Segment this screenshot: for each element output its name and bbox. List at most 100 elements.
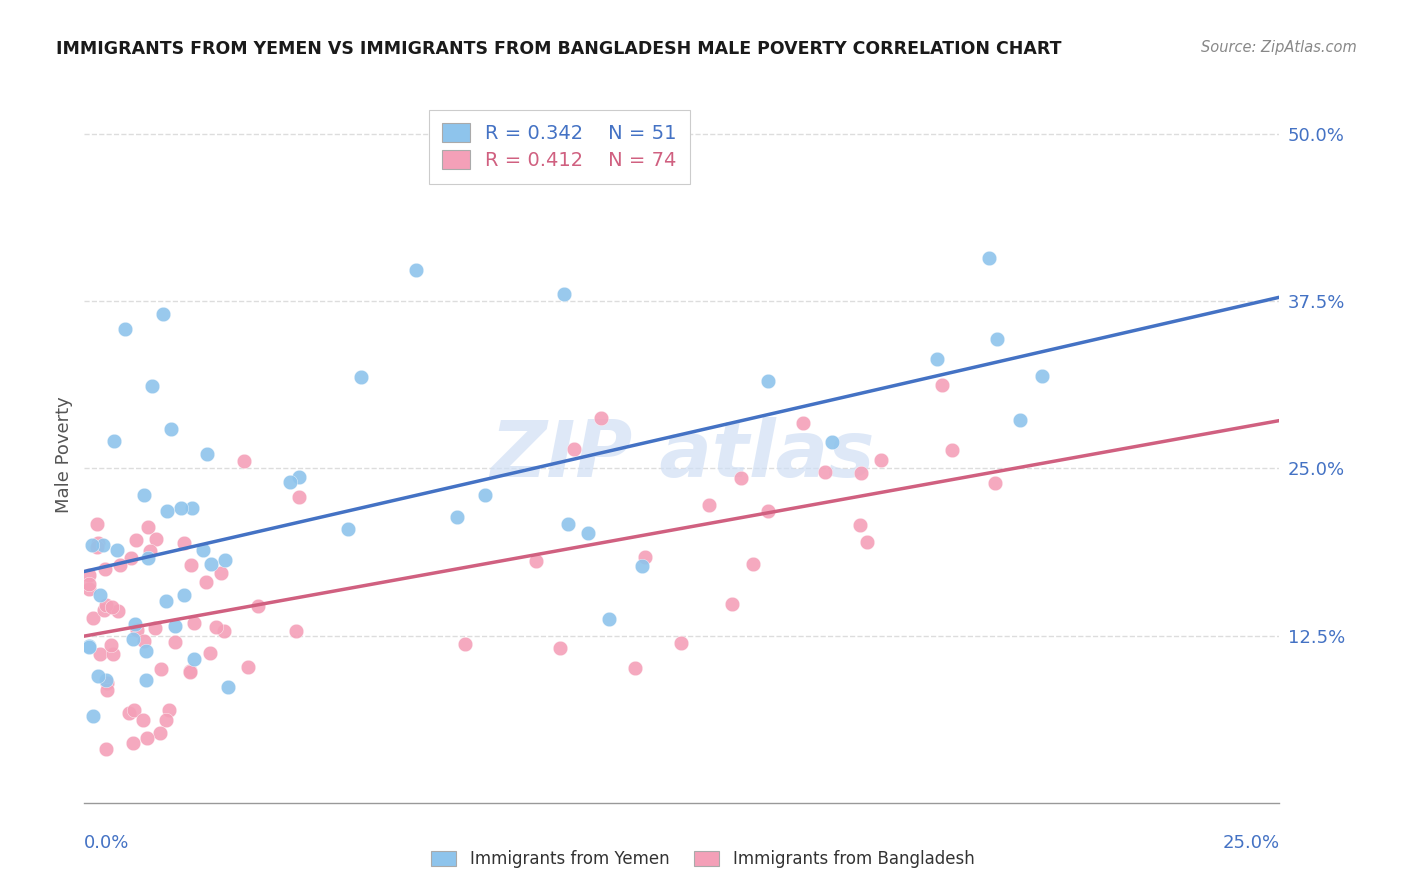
Point bbox=[183, 652, 205, 666]
Point bbox=[669, 636, 692, 650]
Point bbox=[193, 542, 215, 557]
Point bbox=[792, 416, 814, 430]
Point bbox=[89, 588, 111, 602]
Point bbox=[118, 706, 141, 720]
Point bbox=[925, 351, 948, 366]
Point bbox=[548, 640, 571, 655]
Point bbox=[156, 503, 179, 517]
Point bbox=[236, 659, 259, 673]
Point bbox=[86, 516, 108, 531]
Point bbox=[107, 543, 129, 558]
Point bbox=[124, 616, 146, 631]
Point bbox=[132, 634, 155, 648]
Point bbox=[103, 434, 125, 449]
Point bbox=[87, 536, 110, 550]
Point bbox=[526, 554, 548, 568]
Point bbox=[79, 577, 101, 591]
Point bbox=[94, 742, 117, 756]
Point bbox=[163, 619, 186, 633]
Point bbox=[155, 593, 177, 607]
Point bbox=[454, 637, 477, 651]
Point bbox=[474, 487, 496, 501]
Point bbox=[179, 665, 201, 679]
Point bbox=[132, 488, 155, 502]
Point bbox=[86, 669, 108, 683]
Point bbox=[721, 597, 744, 611]
Point bbox=[159, 422, 181, 436]
Point bbox=[77, 582, 100, 596]
Point bbox=[209, 566, 232, 581]
Point bbox=[152, 307, 174, 321]
Point bbox=[122, 632, 145, 646]
Point bbox=[337, 522, 360, 536]
Point bbox=[96, 676, 118, 690]
Point bbox=[132, 713, 155, 727]
Point bbox=[634, 550, 657, 565]
Point bbox=[870, 452, 893, 467]
Point bbox=[821, 434, 844, 449]
Text: 0.0%: 0.0% bbox=[84, 834, 129, 852]
Point bbox=[135, 644, 157, 658]
Point bbox=[758, 374, 780, 388]
Point bbox=[82, 539, 104, 553]
Point bbox=[93, 603, 115, 617]
Point bbox=[855, 534, 877, 549]
Point bbox=[591, 411, 613, 425]
Point bbox=[697, 498, 720, 512]
Point bbox=[181, 501, 204, 516]
Point bbox=[96, 598, 118, 612]
Point bbox=[149, 726, 172, 740]
Point bbox=[405, 263, 427, 277]
Point bbox=[278, 475, 301, 489]
Point bbox=[150, 662, 173, 676]
Point bbox=[122, 703, 145, 717]
Point bbox=[96, 682, 118, 697]
Point bbox=[114, 322, 136, 336]
Point bbox=[94, 562, 117, 576]
Point bbox=[1031, 369, 1053, 384]
Point bbox=[77, 640, 100, 655]
Point bbox=[180, 558, 202, 572]
Point bbox=[941, 443, 963, 458]
Point bbox=[179, 664, 201, 678]
Point bbox=[165, 635, 187, 649]
Point bbox=[125, 624, 148, 638]
Point bbox=[138, 544, 160, 558]
Point bbox=[246, 599, 269, 614]
Point bbox=[288, 490, 311, 504]
Point bbox=[813, 466, 835, 480]
Point bbox=[183, 616, 205, 631]
Point bbox=[350, 370, 373, 384]
Point bbox=[195, 447, 218, 461]
Point bbox=[77, 568, 100, 582]
Point bbox=[93, 538, 115, 552]
Point bbox=[986, 332, 1008, 346]
Point bbox=[849, 518, 872, 533]
Point bbox=[155, 713, 177, 727]
Point bbox=[553, 286, 575, 301]
Point bbox=[101, 647, 124, 661]
Point bbox=[173, 535, 195, 549]
Point bbox=[557, 517, 579, 532]
Point bbox=[730, 471, 752, 485]
Text: IMMIGRANTS FROM YEMEN VS IMMIGRANTS FROM BANGLADESH MALE POVERTY CORRELATION CHA: IMMIGRANTS FROM YEMEN VS IMMIGRANTS FROM… bbox=[56, 40, 1062, 58]
Point bbox=[742, 557, 765, 571]
Point bbox=[979, 251, 1001, 265]
Point bbox=[143, 621, 166, 635]
Point bbox=[89, 648, 111, 662]
Point bbox=[82, 709, 104, 723]
Point bbox=[214, 553, 236, 567]
Point bbox=[82, 611, 104, 625]
Point bbox=[120, 551, 142, 566]
Point bbox=[217, 680, 239, 694]
Point bbox=[110, 558, 132, 572]
Point bbox=[285, 624, 308, 639]
Point bbox=[194, 574, 217, 589]
Point bbox=[576, 526, 599, 541]
Point bbox=[145, 533, 167, 547]
Point bbox=[170, 501, 193, 516]
Point bbox=[756, 504, 779, 518]
Point bbox=[624, 661, 647, 675]
Point bbox=[100, 638, 122, 652]
Point bbox=[984, 475, 1007, 490]
